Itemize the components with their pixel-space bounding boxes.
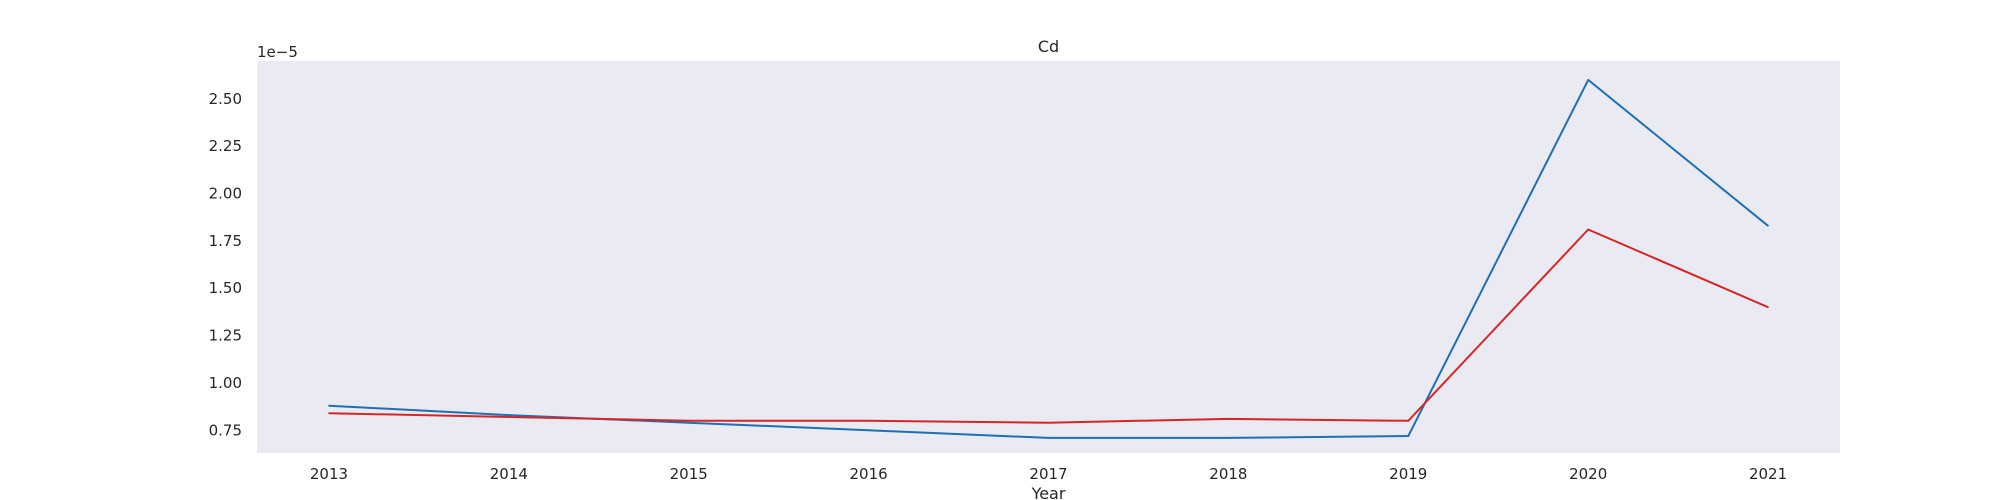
y-tick-label: 1.00 [209, 374, 242, 392]
series-1-point [1767, 224, 1769, 227]
y-axis-ticks: 0.75 1.00 1.25 1.50 1.75 2.00 2.25 2.50 [209, 90, 242, 439]
y-tick-label: 1.75 [209, 232, 242, 250]
x-tick-label: 2021 [1749, 465, 1787, 483]
x-tick-label: 2019 [1389, 465, 1427, 483]
y-tick-label: 2.50 [209, 90, 242, 108]
series-1-point [328, 404, 330, 407]
x-axis-title: Year [1031, 484, 1066, 500]
x-tick-label: 2020 [1569, 465, 1607, 483]
y-tick-label: 0.75 [209, 421, 242, 439]
x-tick-label: 2016 [850, 465, 888, 483]
plot-area [257, 61, 1840, 453]
series-2-point [1227, 418, 1230, 420]
x-tick-label: 2013 [310, 465, 348, 483]
series-1-point [1407, 435, 1410, 437]
series-layer [328, 78, 1769, 439]
series-2-point [687, 420, 690, 422]
series-2-point [1047, 421, 1050, 424]
y-tick-label: 1.50 [209, 279, 242, 297]
series-2-point [1587, 228, 1589, 231]
x-tick-label: 2015 [670, 465, 708, 483]
x-tick-label: 2017 [1029, 465, 1067, 483]
x-tick-label: 2018 [1209, 465, 1247, 483]
series-2-point [328, 412, 330, 415]
x-axis-ticks: 2013 2014 2015 2016 2017 2018 2019 2020 2021 [310, 465, 1787, 483]
series-1-point [1047, 437, 1050, 439]
series-1-point [508, 414, 510, 416]
y-axis-offset-label: 1e−5 [257, 43, 298, 61]
y-tick-label: 2.25 [209, 137, 242, 155]
y-tick-label: 2.00 [209, 185, 242, 203]
y-tick-label: 1.25 [209, 327, 242, 345]
series-1-point [687, 421, 690, 424]
series-1-point [867, 429, 870, 432]
series-1-point [1227, 437, 1230, 439]
series-2-point [508, 416, 510, 418]
series-2-point [867, 420, 870, 422]
chart-title: Cd [1038, 37, 1059, 56]
x-tick-label: 2014 [490, 465, 528, 483]
series-2-point [1767, 306, 1769, 308]
series-1-point [1587, 79, 1589, 81]
series-2-point [1407, 420, 1410, 422]
